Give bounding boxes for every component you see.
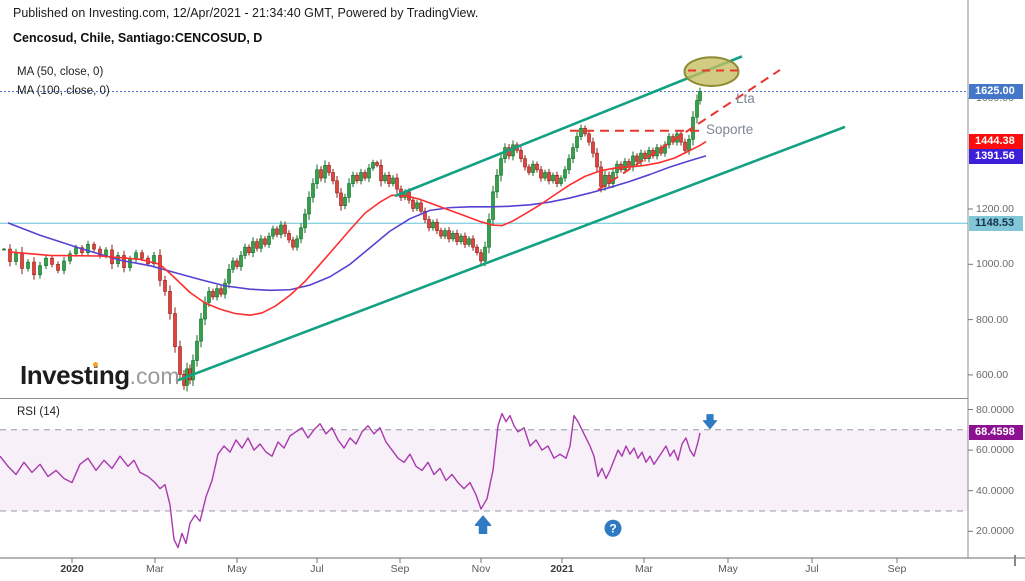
ma100-line[interactable] xyxy=(7,155,707,292)
channel-lower-line[interactable] xyxy=(175,125,846,383)
logo-text: Invest xyxy=(20,360,93,390)
price-tick-label: 1000.00 xyxy=(976,258,1014,271)
channel-upper-line[interactable] xyxy=(394,55,743,198)
rsi-label[interactable]: RSI (14) xyxy=(17,406,60,418)
time-axis-label: Jul xyxy=(805,563,819,575)
rsi-value-badge: 68.4598 xyxy=(969,425,1023,441)
prev-close-badge: 1148.53 xyxy=(969,215,1023,231)
instrument-title: Cencosud, Chile, Santiago:CENCOSUD, D xyxy=(13,31,263,45)
rsi-tick-label: 40.0000 xyxy=(976,484,1014,497)
time-axis-label: Nov xyxy=(471,563,491,575)
price-tick-label: 800.00 xyxy=(976,313,1009,326)
ma100-label[interactable]: MA (100, close, 0) xyxy=(17,85,110,97)
time-axis-label: Sep xyxy=(390,563,410,575)
lta-dashed-trendline[interactable] xyxy=(597,69,781,191)
logo-suffix: .com xyxy=(129,363,180,389)
question-icon[interactable] xyxy=(604,519,622,537)
time-axis-label: Mar xyxy=(634,563,654,575)
time-axis-label: Mar xyxy=(145,563,165,575)
soporte-annotation-label[interactable]: Soporte xyxy=(706,122,754,137)
rsi-tick-label: 60.0000 xyxy=(976,444,1014,457)
time-axis-label: 2020 xyxy=(60,563,84,575)
logo-orange-dot-i: i xyxy=(92,360,99,390)
time-axis-label: 2021 xyxy=(550,563,574,575)
rsi-band xyxy=(0,429,968,511)
candles[interactable] xyxy=(2,87,702,392)
ma50-label[interactable]: MA (50, close, 0) xyxy=(17,66,104,78)
ma50-value-badge: 1444.38 xyxy=(969,133,1023,149)
rsi-tick-label: 80.0000 xyxy=(976,403,1014,416)
price-tick-label: 600.00 xyxy=(976,368,1009,381)
time-axis-label: May xyxy=(227,563,247,575)
rsi-tick-label: 20.0000 xyxy=(976,525,1014,538)
resistance-highlight-ellipse[interactable] xyxy=(683,56,740,87)
arrow-down-icon[interactable] xyxy=(702,414,718,430)
last-price-badge: 1625.00 xyxy=(969,83,1023,99)
investing-logo: Investing.com xyxy=(20,360,180,390)
lta-annotation-label[interactable]: Lta xyxy=(736,91,755,106)
rsi-line[interactable] xyxy=(0,412,701,549)
price-tick-label: 1200.00 xyxy=(976,203,1014,215)
time-axis-label: Sep xyxy=(887,563,907,575)
ma50-line[interactable] xyxy=(7,140,707,316)
time-axis-label: Jul xyxy=(310,563,324,575)
ma100-value-badge: 1391.56 xyxy=(969,148,1023,164)
published-line: Published on Investing.com, 12/Apr/2021 … xyxy=(13,6,479,20)
question-icon-glyph: ? xyxy=(609,522,616,536)
time-axis-label: May xyxy=(718,563,738,575)
arrow-up-icon[interactable] xyxy=(474,515,492,534)
